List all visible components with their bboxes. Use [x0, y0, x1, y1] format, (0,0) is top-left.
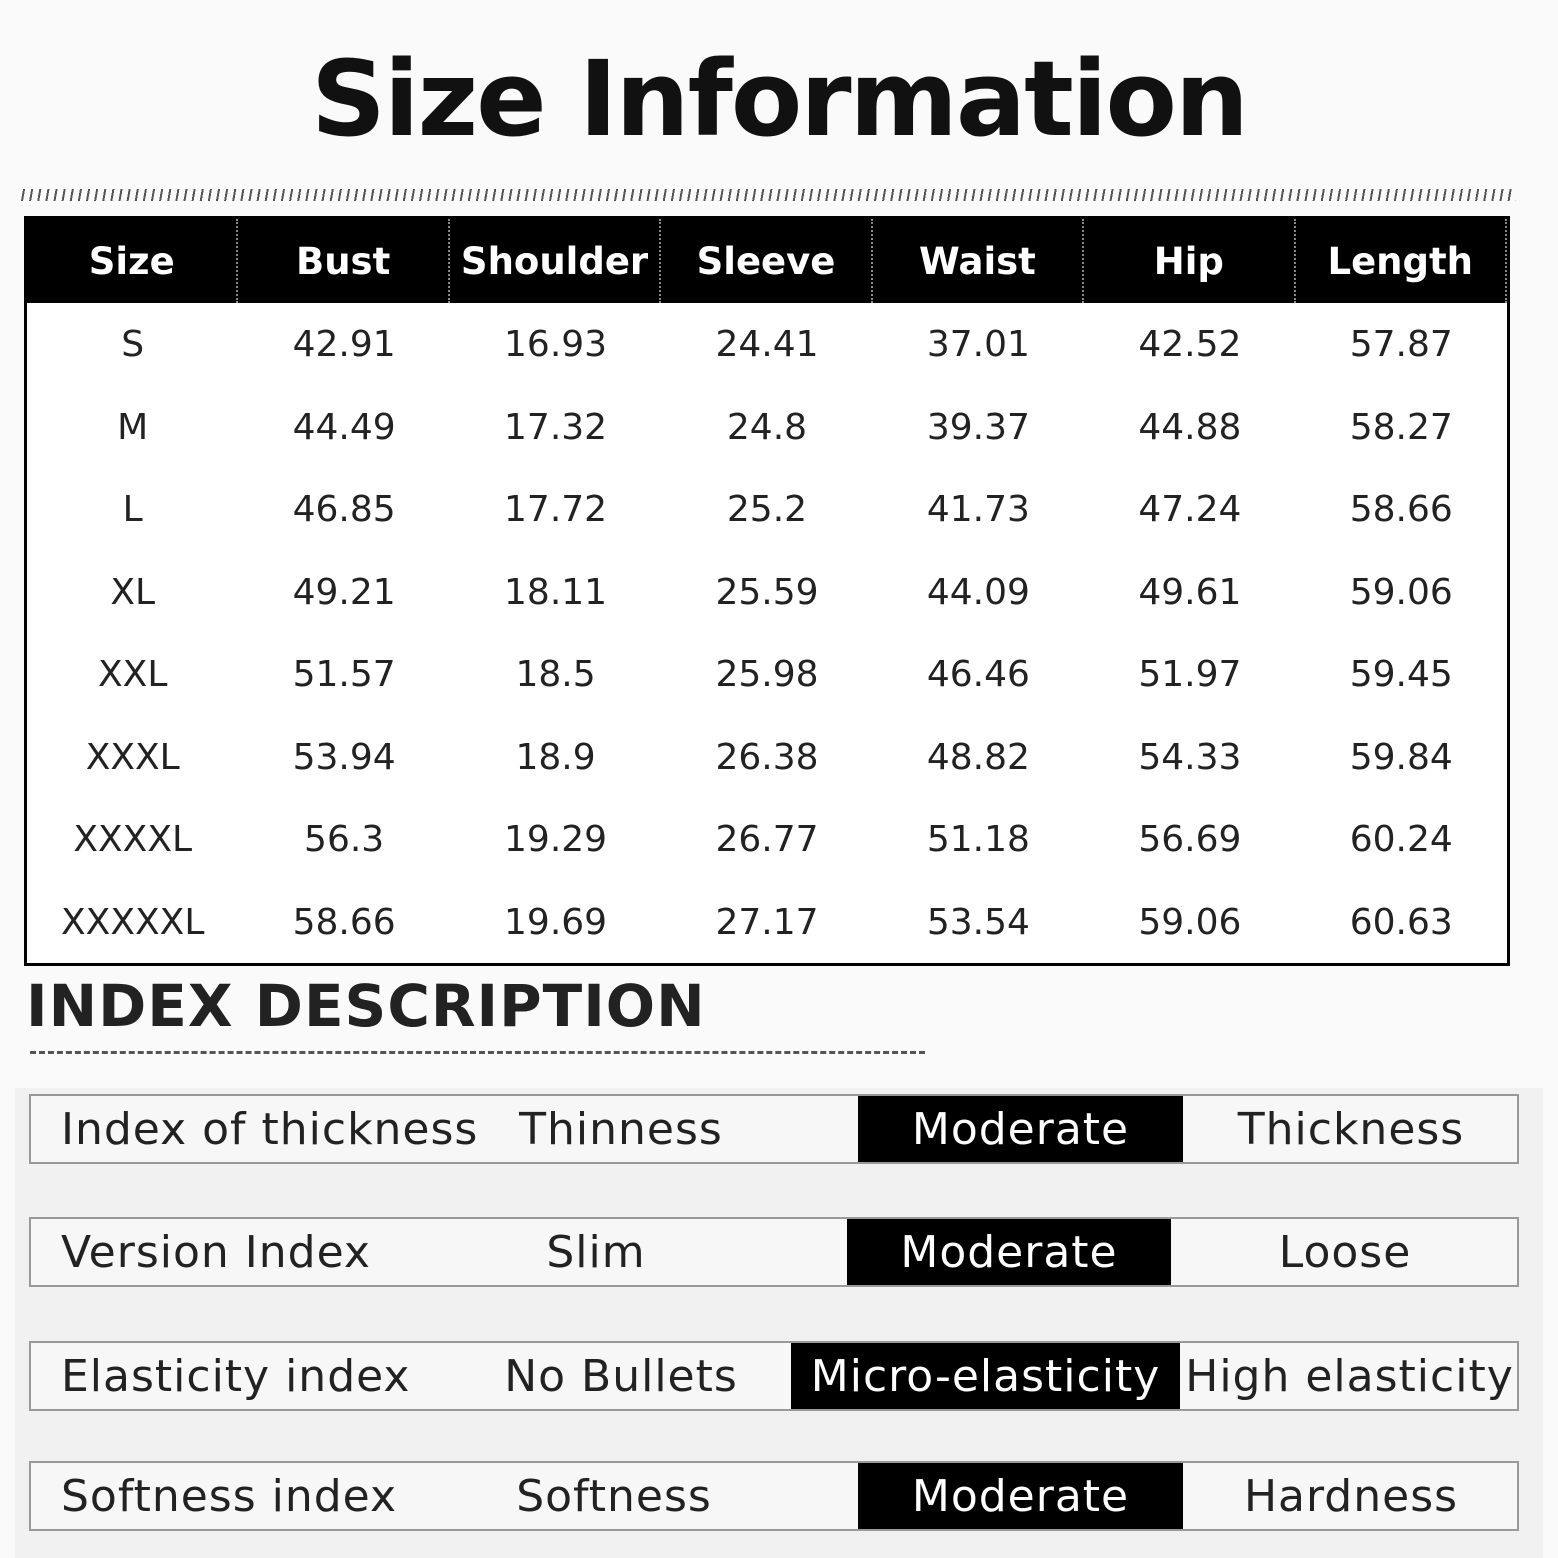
table-cell: L [122, 489, 143, 530]
table-cell: 25.98 [715, 654, 819, 695]
table-cell: 25.2 [726, 489, 808, 530]
table-cell: 56.69 [1138, 819, 1242, 860]
dotted-divider [18, 189, 1516, 201]
index-option: Moderate [847, 1219, 1171, 1285]
table-cell: 59.06 [1138, 901, 1242, 943]
index-row: Index of thickness Thinness Moderate Thickn… [29, 1094, 1519, 1164]
table-cell: 51.97 [1138, 654, 1242, 695]
table-cell: 59.45 [1349, 654, 1453, 695]
table-cell: 19.69 [504, 901, 608, 943]
table-cell: 46.85 [292, 489, 396, 530]
index-label: Elasticity index [61, 1350, 411, 1402]
table-cell: 56.3 [304, 819, 385, 860]
table-cell: 26.38 [715, 736, 819, 778]
table-cell: 24.8 [726, 406, 808, 448]
index-option: Loose [1278, 1226, 1412, 1278]
header-cell: Bust [238, 219, 450, 303]
index-label: Version Index [61, 1226, 371, 1278]
table-cell: 17.32 [504, 406, 608, 448]
table-cell: 42.91 [292, 324, 396, 365]
header-cell: Shoulder [449, 219, 662, 303]
table-cell: 59.84 [1349, 736, 1453, 778]
table-cell: 51.18 [926, 819, 1030, 860]
table-cell: XXXXL [73, 819, 193, 860]
index-label: Softness index [61, 1470, 397, 1522]
table-cell: 25.59 [715, 571, 819, 613]
table-cell: 42.52 [1138, 324, 1242, 365]
table-cell: 48.82 [926, 736, 1030, 778]
table-cell: 44.09 [926, 571, 1030, 613]
table-cell: 58.66 [292, 901, 396, 943]
table-cell: 49.21 [292, 571, 396, 613]
index-option: Moderate [858, 1463, 1183, 1529]
index-option: Thickness [1237, 1103, 1465, 1155]
index-option: Thinness [519, 1103, 723, 1155]
table-cell: 53.94 [292, 736, 396, 778]
index-option: Moderate [858, 1096, 1183, 1162]
table-cell: 59.06 [1349, 571, 1453, 613]
section-title: INDEX DESCRIPTION [26, 972, 706, 1040]
table-cell: 60.63 [1349, 901, 1453, 943]
table-cell: 16.93 [504, 324, 608, 365]
table-cell: 44.88 [1138, 406, 1242, 448]
table-cell: 27.17 [715, 901, 819, 943]
index-option: High elasticity [1185, 1350, 1514, 1402]
table-cell: 18.9 [515, 736, 596, 778]
table-cell: 26.77 [715, 819, 819, 860]
table-cell: M [117, 406, 149, 448]
index-option: Slim [546, 1226, 646, 1278]
table-cell: XXXXXL [61, 901, 205, 943]
index-option: Hardness [1243, 1470, 1459, 1522]
table-cell: 41.73 [926, 489, 1030, 530]
table-cell: 51.57 [292, 654, 396, 695]
table-cell: 17.72 [504, 489, 608, 530]
header-cell: Waist [872, 219, 1085, 303]
table-cell: XXL [98, 654, 168, 695]
index-label: Index of thickness [61, 1103, 479, 1155]
table-cell: 24.41 [715, 324, 819, 365]
index-row: Elasticity index No Bullets Micro-elastici… [29, 1341, 1519, 1411]
table-cell: S [121, 324, 145, 365]
table-cell: 54.33 [1138, 736, 1242, 778]
table-cell: XXXL [85, 736, 180, 778]
table-cell: 18.5 [515, 654, 596, 695]
table-cell: 58.66 [1349, 489, 1453, 530]
table-cell: 60.24 [1349, 819, 1453, 860]
table-cell: 39.37 [926, 406, 1030, 448]
size-table: Size Bust Shoulder Sleeve Waist Hip Length S 42.… [24, 216, 1510, 966]
table-cell: 44.49 [292, 406, 396, 448]
header-cell: Length [1295, 219, 1507, 303]
dashed-divider [30, 1051, 925, 1054]
header-cell: Sleeve [661, 219, 873, 303]
index-row: Softness index Softness Moderate Hardness [29, 1461, 1519, 1531]
table-cell: 37.01 [926, 324, 1030, 365]
index-option: No Bullets [504, 1350, 738, 1402]
table-cell: 58.27 [1349, 406, 1453, 448]
index-option: Softness [516, 1470, 712, 1522]
table-cell: 18.11 [504, 571, 608, 613]
table-cell: 46.46 [926, 654, 1030, 695]
index-row: Version Index Slim Moderate Loose [29, 1217, 1519, 1287]
table-cell: 47.24 [1138, 489, 1242, 530]
table-cell: 53.54 [926, 901, 1030, 943]
header-cell: Hip [1084, 219, 1296, 303]
index-option: Micro-elasticity [791, 1343, 1180, 1409]
table-cell: 49.61 [1138, 571, 1242, 613]
header-cell: Size [27, 219, 239, 303]
table-cell: XL [110, 571, 156, 613]
title: Size Information [311, 38, 1249, 160]
table-cell: 19.29 [504, 819, 608, 860]
table-cell: 57.87 [1349, 324, 1453, 365]
